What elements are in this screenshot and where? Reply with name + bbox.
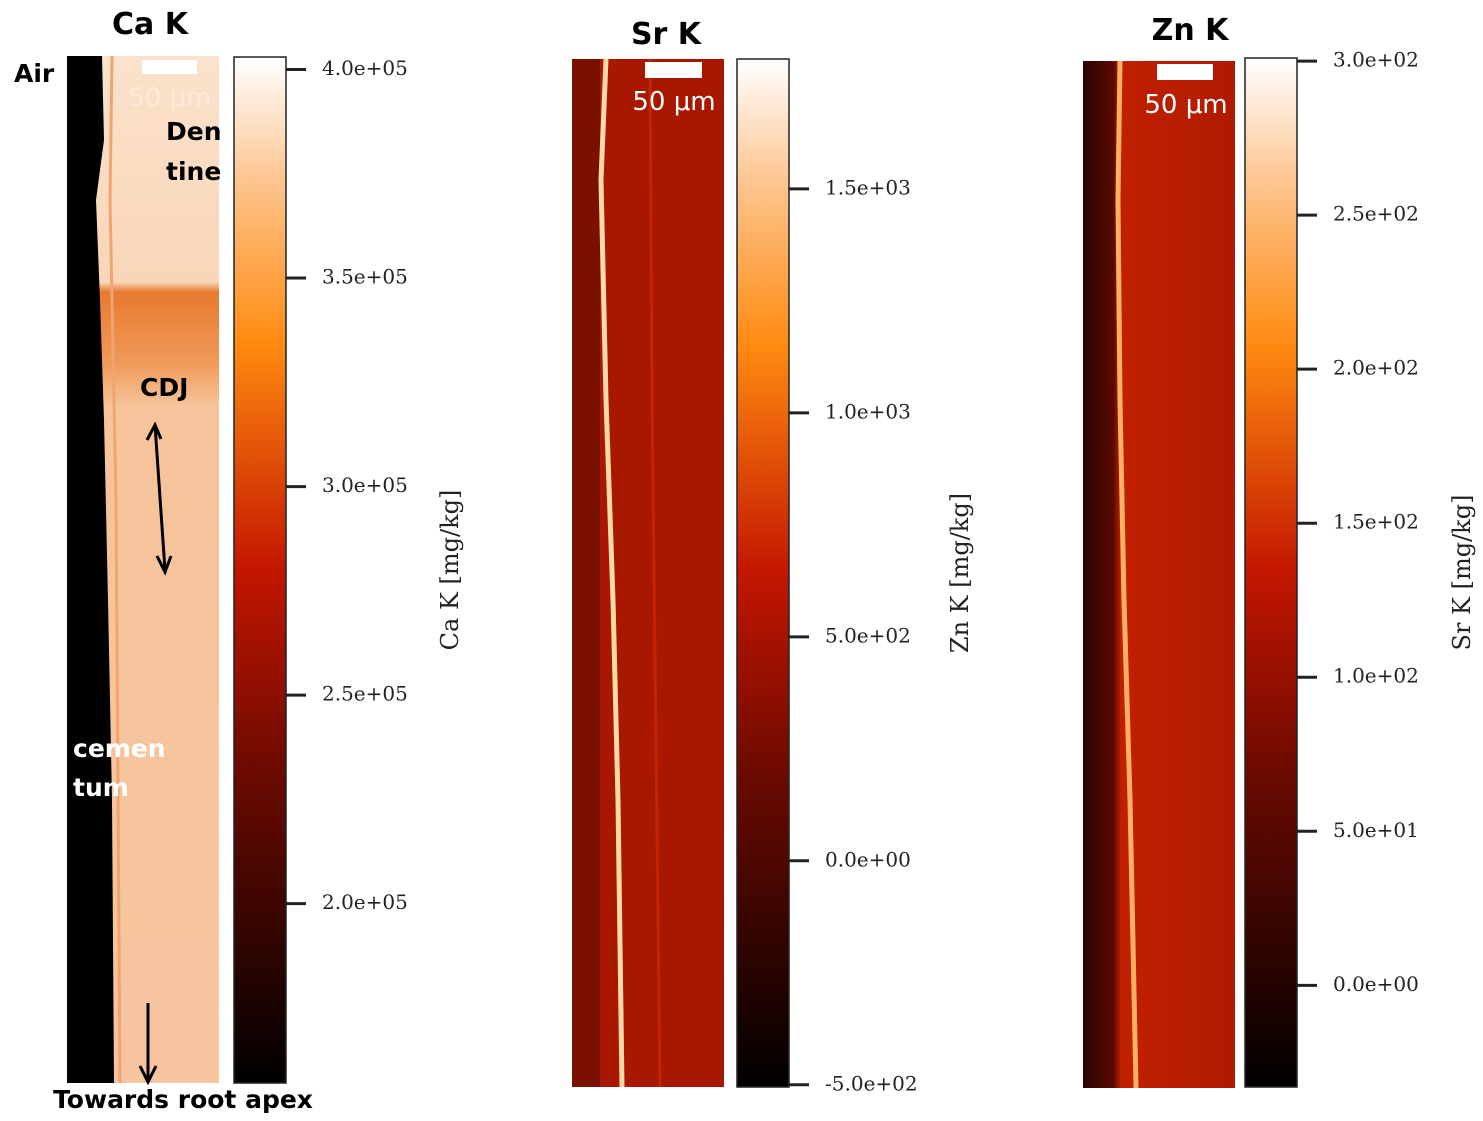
tick-label: 3.0e+05	[322, 473, 408, 497]
colorbar-label: Ca K [mg/kg]	[436, 490, 464, 651]
annotation: cemen	[73, 734, 166, 763]
tick-label: 3.0e+02	[1333, 48, 1419, 72]
chart-layer: Ca K 50 μm 2.0e+05 2.5e+05 3.0e+05 3.5e+05 4.0…	[14, 7, 1476, 1114]
tick-label: 4.0e+05	[322, 56, 408, 80]
colorbar	[1244, 57, 1298, 1088]
colorbar-label: Sr K [mg/kg]	[1448, 495, 1476, 651]
zn-map	[1083, 60, 1235, 1089]
tick-label: 2.0e+02	[1333, 356, 1419, 380]
apex-arrow	[138, 1003, 158, 1086]
tick-label: 3.5e+05	[322, 265, 408, 289]
ca-map	[67, 55, 219, 1084]
panel-title: Ca K	[112, 7, 190, 42]
annotation: Air	[14, 59, 55, 88]
panel-title: Zn K	[1152, 13, 1231, 48]
tick-label: 1.5e+02	[1333, 510, 1419, 534]
tick-label: 1.5e+03	[825, 175, 911, 199]
tick-label: 2.0e+05	[322, 890, 408, 914]
panel-title: Sr K	[631, 17, 703, 52]
annotation: Towards root apex	[53, 1085, 313, 1114]
scale-bar-label: 50 μm	[632, 87, 715, 117]
tick-label: 0.0e+00	[825, 847, 911, 871]
scale-bar-label: 50 μm	[1144, 90, 1227, 120]
tick-label: 1.0e+02	[1333, 664, 1419, 688]
tick-label: 1.0e+03	[825, 399, 911, 423]
sr-map	[572, 58, 724, 1088]
annotation: CDJ	[140, 373, 188, 402]
annotation: tine	[166, 157, 221, 186]
annotation: Den	[166, 117, 222, 146]
tick-label: 0.0e+00	[1333, 972, 1419, 996]
tick-label: -5.0e+02	[825, 1071, 918, 1095]
colorbar	[233, 56, 287, 1084]
tick-label: 2.5e+05	[322, 682, 408, 706]
scale-bar-label: 50 μm	[128, 83, 211, 113]
cdj-arrow	[145, 421, 173, 576]
colorbar-label: Zn K [mg/kg]	[946, 493, 974, 653]
tick-label: 5.0e+01	[1333, 818, 1419, 842]
tick-label: 5.0e+02	[825, 623, 911, 647]
annotation: tum	[73, 773, 129, 802]
colorbar	[736, 58, 790, 1088]
tick-label: 2.5e+02	[1333, 202, 1419, 226]
